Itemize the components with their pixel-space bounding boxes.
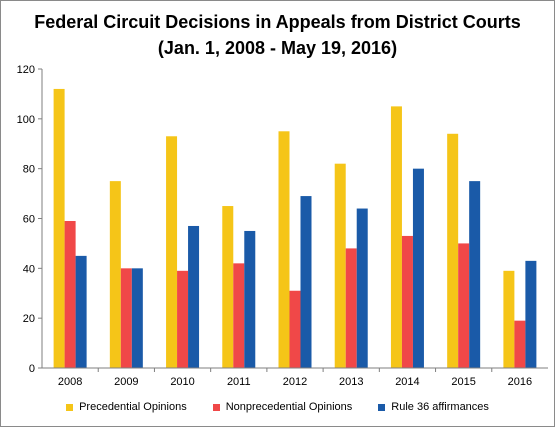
- x-tick-label: 2009: [114, 376, 138, 388]
- bar-nonprecedential-opinions-2015: [458, 243, 469, 368]
- x-tick-label: 2012: [283, 376, 307, 388]
- legend-label-nonprecedential: Nonprecedential Opinions: [226, 401, 353, 413]
- bar-rule-36-affirmances-2012: [301, 196, 312, 368]
- bar-rule-36-affirmances-2014: [413, 169, 424, 368]
- bar-rule-36-affirmances-2011: [244, 231, 255, 368]
- bar-rule-36-affirmances-2015: [469, 181, 480, 368]
- bar-nonprecedential-opinions-2009: [121, 268, 132, 368]
- bar-nonprecedential-opinions-2011: [233, 263, 244, 368]
- x-tick-label: 2014: [395, 376, 419, 388]
- y-tick-label: 120: [17, 64, 35, 76]
- bar-nonprecedential-opinions-2013: [346, 248, 357, 368]
- y-tick-label: 80: [23, 164, 35, 176]
- bar-rule-36-affirmances-2013: [357, 209, 368, 368]
- bar-nonprecedential-opinions-2014: [402, 236, 413, 368]
- x-tick-label: 2013: [339, 376, 363, 388]
- x-tick-label: 2015: [451, 376, 475, 388]
- legend-swatch-precedential: [66, 404, 73, 411]
- bar-precedential-opinions-2008: [54, 89, 65, 368]
- legend-label-rule36: Rule 36 affirmances: [391, 401, 489, 413]
- bar-nonprecedential-opinions-2008: [65, 221, 76, 368]
- bar-precedential-opinions-2013: [335, 164, 346, 368]
- bar-precedential-opinions-2012: [279, 131, 290, 368]
- bar-precedential-opinions-2015: [447, 134, 458, 368]
- bar-rule-36-affirmances-2016: [525, 261, 536, 368]
- bar-rule-36-affirmances-2008: [76, 256, 87, 368]
- bar-precedential-opinions-2009: [110, 181, 121, 368]
- x-tick-label: 2008: [58, 376, 82, 388]
- x-tick-label: 2016: [508, 376, 532, 388]
- y-tick-label: 0: [29, 363, 35, 375]
- legend-swatch-nonprecedential: [213, 404, 220, 411]
- legend-item-rule36: Rule 36 affirmances: [378, 401, 489, 413]
- bar-nonprecedential-opinions-2016: [514, 321, 525, 368]
- y-tick-label: 20: [23, 313, 35, 325]
- legend-item-precedential: Precedential Opinions: [66, 401, 187, 413]
- bar-nonprecedential-opinions-2012: [290, 291, 301, 368]
- legend-swatch-rule36: [378, 404, 385, 411]
- legend: Precedential Opinions Nonprecedential Op…: [1, 401, 554, 413]
- bar-rule-36-affirmances-2009: [132, 268, 143, 368]
- bar-precedential-opinions-2016: [503, 271, 514, 368]
- y-tick-label: 40: [23, 263, 35, 275]
- legend-item-nonprecedential: Nonprecedential Opinions: [213, 401, 353, 413]
- x-tick-label: 2010: [170, 376, 194, 388]
- bar-nonprecedential-opinions-2010: [177, 271, 188, 368]
- bar-rule-36-affirmances-2010: [188, 226, 199, 368]
- bar-precedential-opinions-2014: [391, 106, 402, 368]
- y-tick-label: 60: [23, 214, 35, 226]
- y-tick-label: 100: [17, 114, 35, 126]
- x-tick-label: 2011: [227, 376, 251, 388]
- bar-precedential-opinions-2011: [222, 206, 233, 368]
- bar-precedential-opinions-2010: [166, 136, 177, 368]
- legend-label-precedential: Precedential Opinions: [79, 401, 187, 413]
